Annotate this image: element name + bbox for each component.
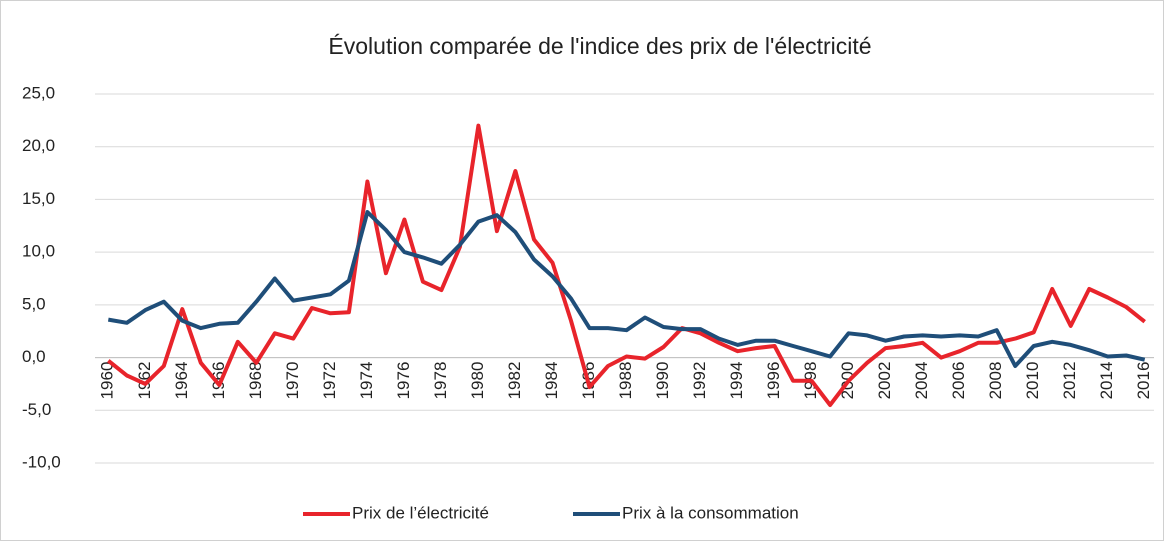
x-tick-label: 2006 [949,362,968,400]
y-tick-label: 0,0 [22,347,46,366]
x-tick-label: 2010 [1023,362,1042,400]
x-tick-label: 1960 [98,362,117,400]
x-tick-label: 1972 [320,362,339,400]
x-tick-label: 1988 [616,362,635,400]
x-tick-label: 2008 [986,362,1005,400]
x-tick-label: 2002 [875,362,894,400]
x-tick-label: 1994 [727,362,746,400]
x-tick-label: 1978 [431,362,450,400]
y-tick-label: 5,0 [22,294,46,313]
chart-title: Évolution comparée de l'indice des prix … [328,33,871,59]
x-tick-label: 2016 [1134,362,1153,400]
x-tick-label: 1984 [542,362,561,400]
legend-label: Prix de l’électricité [352,503,489,522]
y-tick-label: 10,0 [22,242,55,261]
y-tick-label: -10,0 [22,452,61,471]
x-tick-label: 1982 [505,362,524,400]
y-tick-label: 15,0 [22,189,55,208]
x-tick-label: 1992 [690,362,709,400]
x-tick-label: 1964 [172,362,191,400]
x-tick-label: 1966 [209,362,228,400]
y-tick-label: -5,0 [22,400,51,419]
x-tick-label: 1996 [764,362,783,400]
x-tick-label: 1980 [468,362,487,400]
legend-label: Prix à la consommation [622,503,799,522]
x-tick-label: 1970 [283,362,302,400]
x-tick-label: 2004 [912,362,931,400]
series-line [107,210,1146,368]
x-tick-label: 1962 [135,362,154,400]
series-line [107,123,1146,407]
y-tick-label: 25,0 [22,83,55,102]
x-tick-label: 1990 [653,362,672,400]
x-tick-label: 1968 [246,362,265,400]
x-tick-label: 2014 [1097,362,1116,400]
x-tick-label: 1974 [357,362,376,400]
y-tick-label: 20,0 [22,136,55,155]
x-tick-label: 1976 [394,362,413,400]
x-tick-label: 2012 [1060,362,1079,400]
